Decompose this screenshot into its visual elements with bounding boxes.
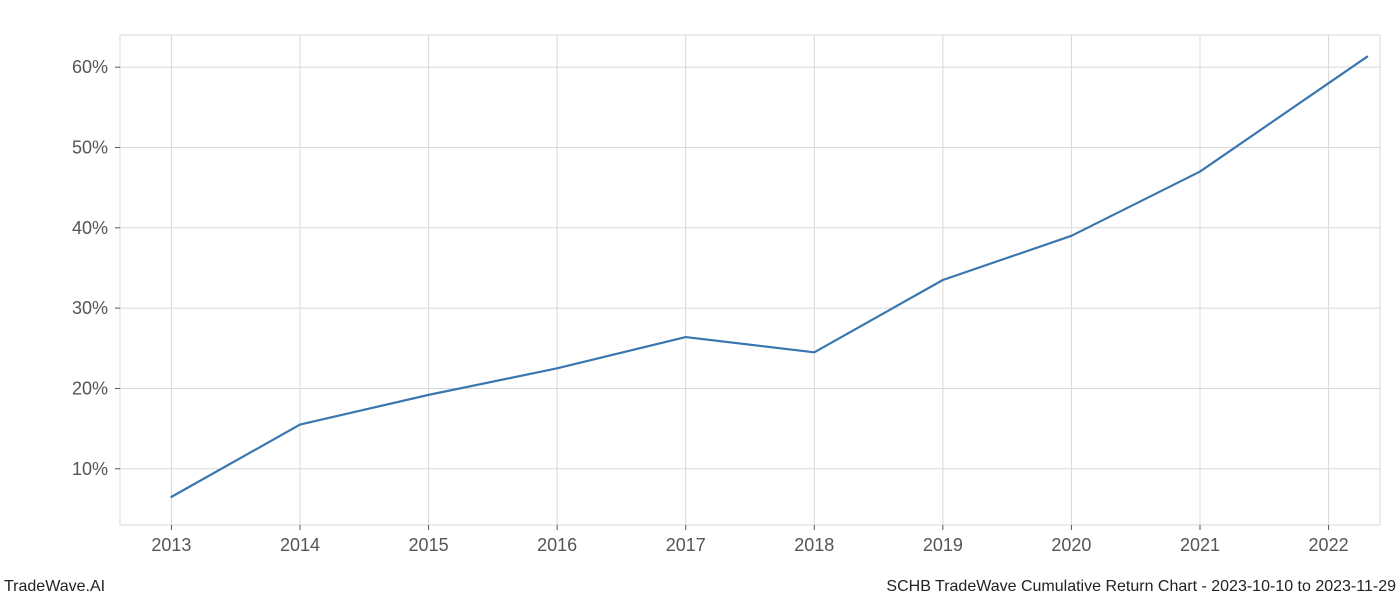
svg-text:2019: 2019 (923, 535, 963, 555)
svg-text:2014: 2014 (280, 535, 320, 555)
svg-text:2016: 2016 (537, 535, 577, 555)
svg-text:40%: 40% (72, 218, 108, 238)
footer-left-label: TradeWave.AI (4, 578, 105, 596)
svg-text:60%: 60% (72, 57, 108, 77)
svg-text:2013: 2013 (151, 535, 191, 555)
svg-text:2021: 2021 (1180, 535, 1220, 555)
svg-text:2020: 2020 (1051, 535, 1091, 555)
chart-svg: 2013 2014 2015 2016 2017 2018 2019 2020 2021 2022… (0, 0, 1400, 600)
svg-text:10%: 10% (72, 459, 108, 479)
svg-text:50%: 50% (72, 137, 108, 157)
footer-right-label: SCHB TradeWave Cumulative Return Chart -… (886, 578, 1396, 596)
svg-text:20%: 20% (72, 378, 108, 398)
svg-text:2018: 2018 (794, 535, 834, 555)
svg-text:2022: 2022 (1309, 535, 1349, 555)
svg-text:2015: 2015 (409, 535, 449, 555)
line-chart: 2013 2014 2015 2016 2017 2018 2019 2020 2021 2022… (0, 0, 1400, 600)
svg-text:30%: 30% (72, 298, 108, 318)
svg-text:2017: 2017 (666, 535, 706, 555)
